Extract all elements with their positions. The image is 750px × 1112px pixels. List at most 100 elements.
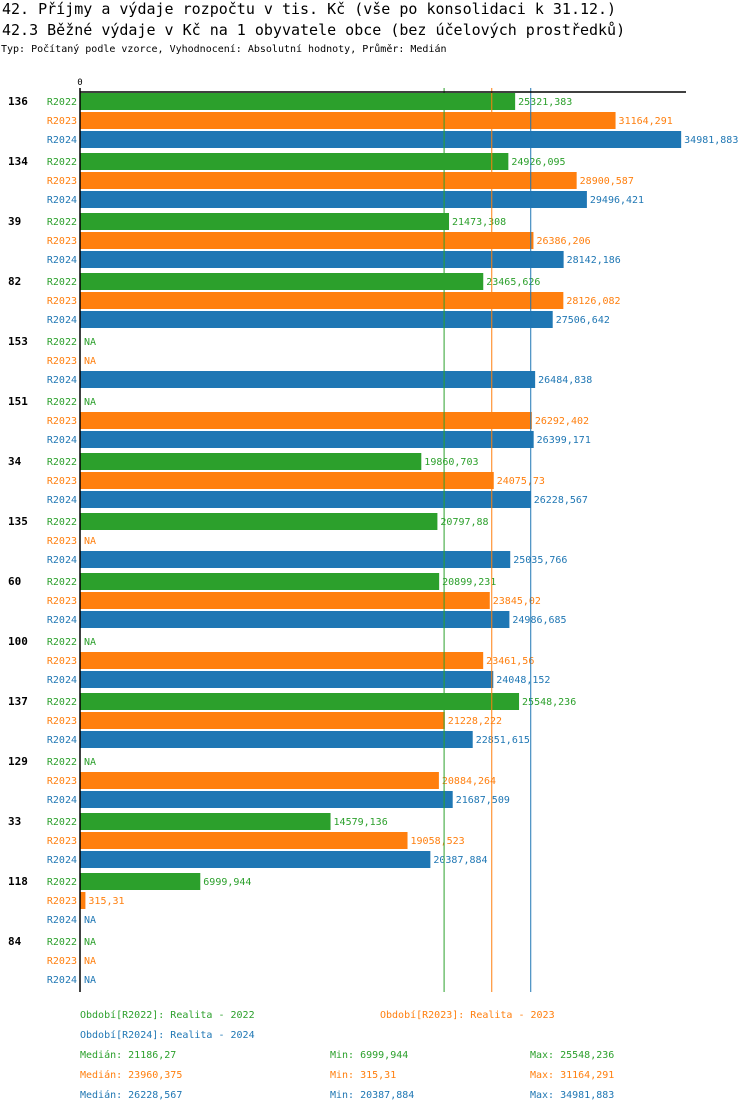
category-label: 129 — [8, 755, 28, 768]
data-label: 26399,171 — [537, 435, 591, 446]
data-label: NA — [84, 397, 96, 408]
data-label: NA — [84, 915, 96, 926]
data-label: 20884,264 — [442, 776, 496, 787]
series-label: R2023 — [47, 416, 77, 427]
category-label: 34 — [8, 455, 22, 468]
series-label: R2024 — [47, 615, 77, 626]
bar — [80, 611, 510, 628]
bar — [80, 671, 494, 688]
stat-min: Min: 20387,884 — [330, 1090, 414, 1101]
category-label: 60 — [8, 575, 21, 588]
category-label: 136 — [8, 95, 28, 108]
bar — [80, 791, 453, 808]
data-label: NA — [84, 637, 96, 648]
series-label: R2023 — [47, 716, 77, 727]
bar — [80, 491, 531, 508]
series-label: R2024 — [47, 555, 77, 566]
series-label: R2023 — [47, 356, 77, 367]
data-label: 21228,222 — [448, 716, 502, 727]
data-label: 26386,206 — [536, 236, 590, 247]
series-label: R2023 — [47, 596, 77, 607]
series-label: R2023 — [47, 236, 77, 247]
category-label: 135 — [8, 515, 28, 528]
series-label: R2023 — [47, 176, 77, 187]
x-tick-label: 0 — [77, 78, 82, 88]
data-label: 26228,567 — [534, 495, 588, 506]
bar — [80, 513, 438, 530]
data-label: NA — [84, 937, 96, 948]
series-label: R2023 — [47, 476, 77, 487]
legend-item: Období[R2024]: Realita - 2024 — [80, 1029, 255, 1041]
series-label: R2022 — [47, 97, 77, 108]
legend-item: Období[R2022]: Realita - 2022 — [80, 1009, 255, 1021]
bar — [80, 153, 509, 170]
bar — [80, 232, 534, 249]
bar — [80, 412, 532, 429]
data-label: 24048,152 — [496, 675, 550, 686]
series-label: R2024 — [47, 435, 77, 446]
series-label: R2023 — [47, 776, 77, 787]
data-label: 28126,082 — [566, 296, 620, 307]
legend-item: Období[R2023]: Realita - 2023 — [380, 1009, 555, 1021]
data-label: 25035,766 — [513, 555, 567, 566]
series-label: R2022 — [47, 697, 77, 708]
category-label: 100 — [8, 635, 28, 648]
bar — [80, 652, 484, 669]
data-label: 20387,884 — [433, 855, 487, 866]
data-label: 21687,509 — [456, 795, 510, 806]
category-label: 118 — [8, 875, 28, 888]
bar — [80, 592, 490, 609]
bar — [80, 191, 587, 208]
chart-info: Typ: Počítaný podle vzorce, Vyhodnocení:… — [1, 44, 447, 55]
chart-title: 42. Příjmy a výdaje rozpočtu v tis. Kč (… — [2, 0, 617, 18]
series-label: R2022 — [47, 277, 77, 288]
data-label: 28142,186 — [567, 255, 621, 266]
bar — [80, 431, 534, 448]
bar — [80, 731, 473, 748]
series-label: R2024 — [47, 975, 77, 986]
data-label: 19058,523 — [411, 836, 465, 847]
bar — [80, 172, 577, 189]
data-label: 26484,838 — [538, 375, 592, 386]
bar — [80, 93, 516, 110]
bar — [80, 892, 86, 909]
series-label: R2022 — [47, 397, 77, 408]
bar — [80, 693, 520, 710]
series-label: R2022 — [47, 817, 77, 828]
series-label: R2024 — [47, 375, 77, 386]
series-label: R2022 — [47, 517, 77, 528]
series-label: R2024 — [47, 135, 77, 146]
data-label: NA — [84, 757, 96, 768]
series-label: R2024 — [47, 495, 77, 506]
series-label: R2024 — [47, 675, 77, 686]
series-label: R2022 — [47, 877, 77, 888]
series-label: R2023 — [47, 296, 77, 307]
data-label: NA — [84, 337, 96, 348]
data-label: 34981,883 — [684, 135, 738, 146]
series-label: R2024 — [47, 255, 77, 266]
data-label: 315,31 — [88, 896, 124, 907]
bar — [80, 813, 331, 830]
stat-median: Medián: 23960,375 — [80, 1069, 182, 1081]
stat-max: Max: 31164,291 — [530, 1070, 614, 1081]
series-label: R2022 — [47, 757, 77, 768]
series-label: R2024 — [47, 735, 77, 746]
stat-min: Min: 6999,944 — [330, 1050, 408, 1061]
category-label: 39 — [8, 215, 21, 228]
series-label: R2022 — [47, 217, 77, 228]
data-label: 24926,095 — [511, 157, 565, 168]
series-label: R2024 — [47, 915, 77, 926]
stat-median: Medián: 21186,27 — [80, 1049, 176, 1061]
bar — [80, 273, 484, 290]
bar — [80, 573, 440, 590]
stat-min: Min: 315,31 — [330, 1070, 396, 1081]
series-label: R2024 — [47, 315, 77, 326]
series-label: R2022 — [47, 157, 77, 168]
bar — [80, 453, 422, 470]
bar — [80, 131, 682, 148]
series-label: R2024 — [47, 855, 77, 866]
series-label: R2023 — [47, 116, 77, 127]
data-label: 21473,308 — [452, 217, 506, 228]
bar — [80, 551, 511, 568]
stat-max: Max: 25548,236 — [530, 1050, 614, 1061]
